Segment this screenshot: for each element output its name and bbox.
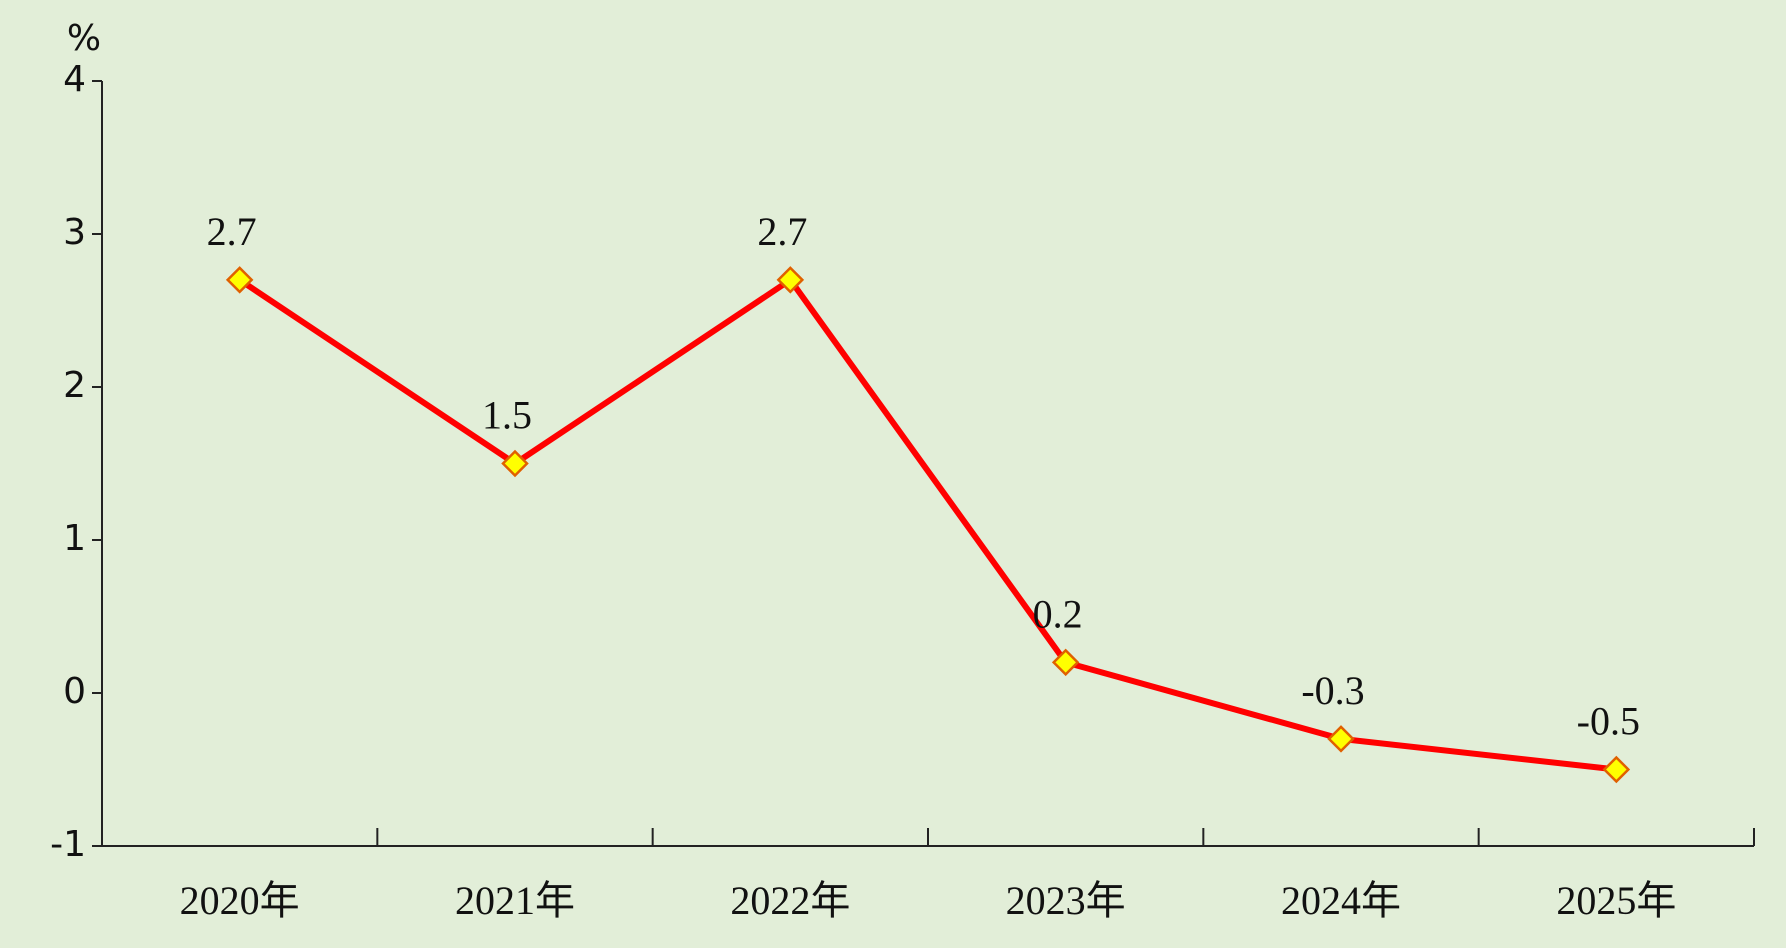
marker xyxy=(1327,725,1355,753)
value-label: 2.7 xyxy=(207,209,257,254)
y-axis-unit: % xyxy=(67,18,101,59)
x-tick-label: 2020年 xyxy=(180,878,300,923)
marker xyxy=(225,266,254,294)
x-tick-label: 2022年 xyxy=(730,878,850,923)
x-tick-label: 2025年 xyxy=(1556,878,1676,923)
y-tick-label: 0 xyxy=(63,671,86,712)
marker xyxy=(501,449,529,478)
x-tick-label: 2021年 xyxy=(455,878,575,923)
marker xyxy=(1051,648,1080,677)
line xyxy=(238,276,1617,773)
value-label: 1.5 xyxy=(482,393,532,438)
y-tick-label: 1 xyxy=(63,518,86,559)
x-tick-label: 2023年 xyxy=(1006,878,1126,923)
marker xyxy=(776,266,805,294)
marker xyxy=(1602,755,1631,784)
value-label: -0.3 xyxy=(1301,668,1364,713)
y-tick-label: 3 xyxy=(63,212,86,253)
value-label: 0.2 xyxy=(1033,592,1083,637)
x-tick-label: 2024年 xyxy=(1281,878,1401,923)
value-label: 2.7 xyxy=(757,209,807,254)
y-tick-label: -1 xyxy=(50,824,86,865)
y-tick-label: 2 xyxy=(63,365,86,406)
value-label: -0.5 xyxy=(1577,699,1640,744)
y-tick-label: 4 xyxy=(63,59,86,100)
